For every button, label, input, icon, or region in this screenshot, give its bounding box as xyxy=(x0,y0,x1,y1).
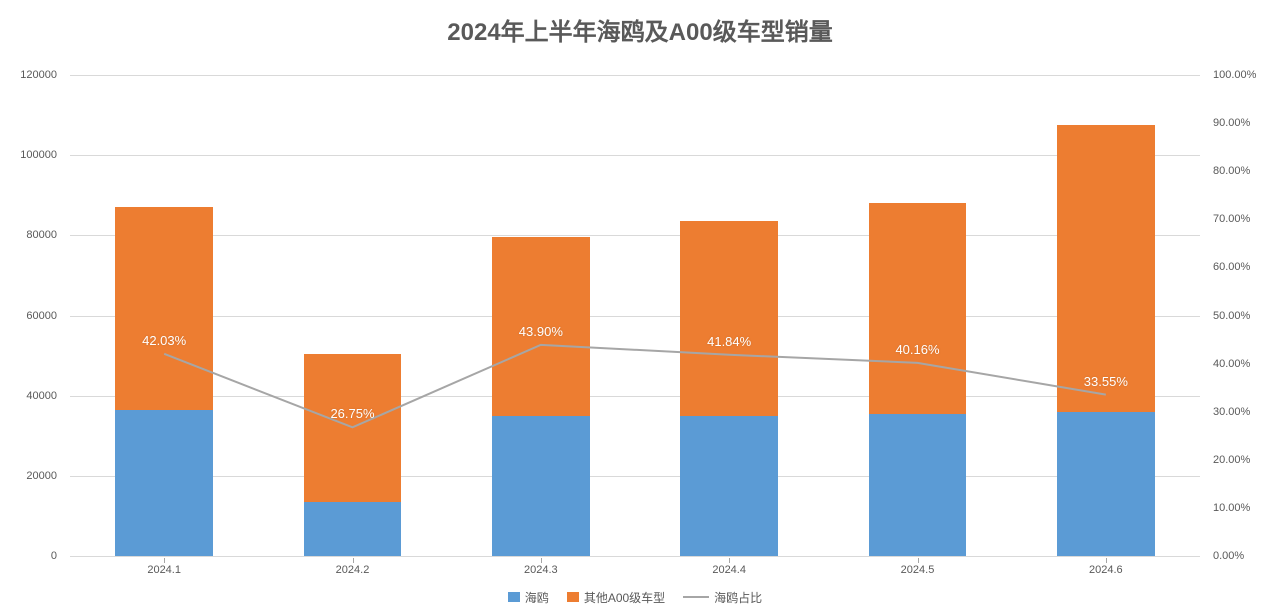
x-tick-label: 2024.4 xyxy=(712,564,746,576)
legend-label: 海鸥 xyxy=(525,589,549,606)
y-right-tick: 10.00% xyxy=(1213,502,1250,514)
legend: 海鸥 其他A00级车型 海鸥占比 xyxy=(70,586,1200,608)
legend-line-icon xyxy=(683,596,709,598)
y-right-tick: 60.00% xyxy=(1213,261,1250,273)
legend-label: 其他A00级车型 xyxy=(584,589,665,606)
x-tick-label: 2024.2 xyxy=(336,564,370,576)
y-right-tick: 90.00% xyxy=(1213,117,1250,129)
legend-swatch-icon xyxy=(567,592,579,602)
y-left-tick: 40000 xyxy=(26,390,57,402)
line-data-label: 43.90% xyxy=(519,324,563,339)
line-data-label: 26.75% xyxy=(330,406,374,421)
y-left-tick: 20000 xyxy=(26,470,57,482)
y-left-tick: 80000 xyxy=(26,229,57,241)
chart-title: 2024年上半年海鸥及A00级车型销量 xyxy=(0,0,1280,47)
x-tick-mark xyxy=(729,558,730,563)
gridline xyxy=(70,556,1200,557)
y-right-tick: 80.00% xyxy=(1213,165,1250,177)
legend-item-haiou: 海鸥 xyxy=(508,589,549,606)
y-right-tick: 20.00% xyxy=(1213,454,1250,466)
x-tick-mark xyxy=(1106,558,1107,563)
y-left-tick: 120000 xyxy=(20,69,57,81)
plot-area: 42.03% 26.75% 43.90% 41.84% 40.16% 33.55% xyxy=(70,75,1200,556)
x-tick-mark xyxy=(541,558,542,563)
line-data-label: 41.84% xyxy=(707,334,751,349)
y-right-tick: 40.00% xyxy=(1213,358,1250,370)
y-axis-right: 0.00%10.00%20.00%30.00%40.00%50.00%60.00… xyxy=(1205,75,1280,556)
sales-chart: 2024年上半年海鸥及A00级车型销量 0 20000 40000 60000 8000… xyxy=(0,0,1280,614)
y-left-tick: 60000 xyxy=(26,310,57,322)
y-right-tick: 100.00% xyxy=(1213,69,1256,81)
x-tick-mark xyxy=(353,558,354,563)
legend-swatch-icon xyxy=(508,592,520,602)
y-right-tick: 0.00% xyxy=(1213,550,1244,562)
line-data-label: 40.16% xyxy=(895,342,939,357)
x-tick-label: 2024.6 xyxy=(1089,564,1123,576)
y-axis-left: 020000400006000080000100000120000 xyxy=(0,75,65,556)
y-left-tick: 0 xyxy=(51,550,57,562)
x-tick-label: 2024.3 xyxy=(524,564,558,576)
x-tick-label: 2024.5 xyxy=(901,564,935,576)
legend-item-haiou_share: 海鸥占比 xyxy=(683,589,762,606)
x-axis: 2024.1 2024.2 2024.3 2024.4 2024.5 2024.6 xyxy=(70,558,1200,582)
legend-label: 海鸥占比 xyxy=(714,589,762,606)
y-left-tick: 100000 xyxy=(20,149,57,161)
line-data-label: 33.55% xyxy=(1084,374,1128,389)
x-tick-mark xyxy=(164,558,165,563)
legend-item-other_a00: 其他A00级车型 xyxy=(567,589,665,606)
y-right-tick: 70.00% xyxy=(1213,213,1250,225)
x-tick-mark xyxy=(918,558,919,563)
data-labels-layer: 42.03% 26.75% 43.90% 41.84% 40.16% 33.55% xyxy=(70,75,1200,556)
y-right-tick: 30.00% xyxy=(1213,406,1250,418)
y-right-tick: 50.00% xyxy=(1213,310,1250,322)
x-tick-label: 2024.1 xyxy=(147,564,181,576)
line-data-label: 42.03% xyxy=(142,333,186,348)
